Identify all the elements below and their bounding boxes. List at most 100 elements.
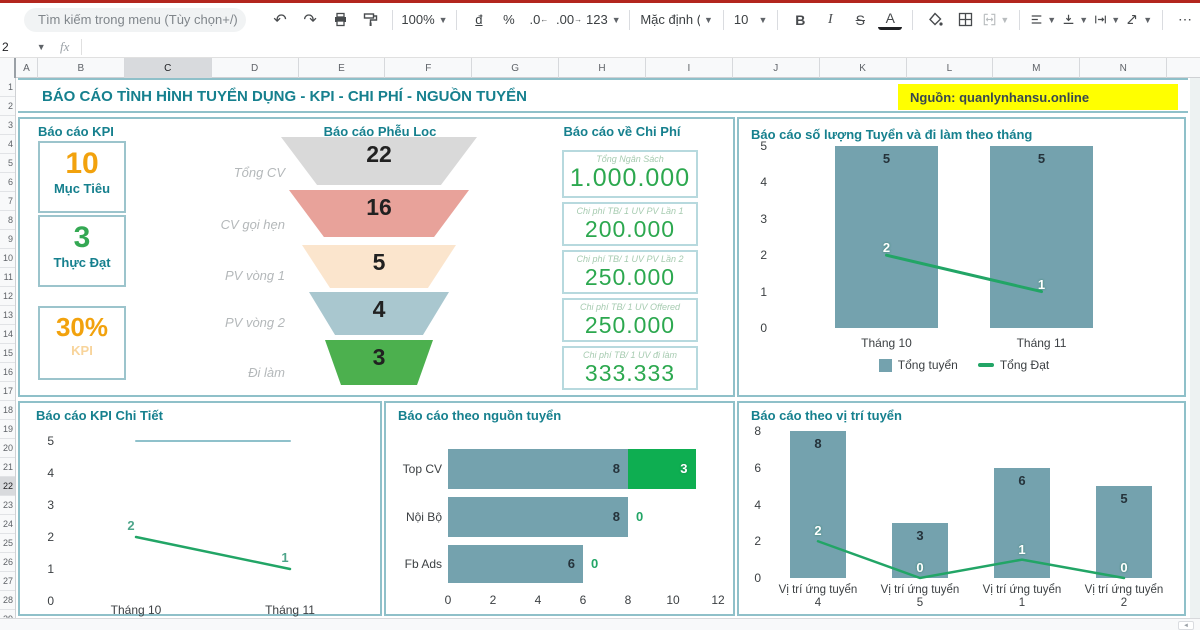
kpi-card: 30%KPI: [38, 306, 126, 380]
row-header-10[interactable]: 10: [0, 249, 15, 268]
row-header-5[interactable]: 5: [0, 154, 15, 173]
dashboard-title-band: BÁO CÁO TÌNH HÌNH TUYỂN DỤNG - KPI - CHI…: [18, 78, 1188, 113]
cost-card: Tổng Ngân Sách1.000.000: [562, 150, 698, 198]
format-currency-button[interactable]: đ: [467, 8, 491, 32]
cost-value: 333.333: [564, 360, 696, 387]
merge-cells-icon[interactable]: ▼: [983, 8, 1009, 32]
row-header-14[interactable]: 14: [0, 325, 15, 344]
column-header-F[interactable]: F: [385, 58, 472, 78]
bold-button[interactable]: B: [788, 8, 812, 32]
row-header-28[interactable]: 28: [0, 591, 15, 610]
row-header-20[interactable]: 20: [0, 439, 15, 458]
text-color-button[interactable]: A: [878, 10, 902, 30]
x-tick: 8: [616, 593, 640, 607]
point-label: 1: [265, 550, 305, 565]
formula-bar: 2▼ fx: [0, 36, 1200, 58]
fill-color-icon[interactable]: [923, 8, 947, 32]
chart-kpi-detail[interactable]: Báo cáo KPI Chi Tiết54321021Tháng 10Thán…: [18, 401, 382, 616]
funnel-step-label: PV vòng 2: [180, 315, 285, 330]
x-category-label: Tháng 10: [86, 603, 186, 617]
strikethrough-button[interactable]: S: [848, 8, 872, 32]
panel-kpi-funnel-cost[interactable]: Báo cáo KPI10Mục Tiêu3Thực Đạt30%KPIBáo …: [18, 117, 735, 397]
row-header-7[interactable]: 7: [0, 192, 15, 211]
row-header-23[interactable]: 23: [0, 496, 15, 515]
name-box[interactable]: 2▼: [0, 40, 46, 54]
row-header-3[interactable]: 3: [0, 116, 15, 135]
text-rotation-icon[interactable]: ▼: [1126, 8, 1152, 32]
horizontal-align-icon[interactable]: ▼: [1030, 8, 1056, 32]
font-family-select[interactable]: Mặc định (...▼: [640, 8, 713, 32]
decrease-decimal-button[interactable]: .0←: [527, 8, 551, 32]
number-format-menu[interactable]: 123▼: [587, 8, 619, 32]
column-header-A[interactable]: A: [16, 58, 38, 78]
chart-by-position[interactable]: Báo cáo theo vị trí tuyển8642083652010Vị…: [737, 401, 1186, 616]
row-header-4[interactable]: 4: [0, 135, 15, 154]
paint-format-icon[interactable]: [358, 8, 382, 32]
print-icon[interactable]: [328, 8, 352, 32]
fx-label: fx: [60, 39, 82, 55]
column-header-D[interactable]: D: [212, 58, 299, 78]
column-header-H[interactable]: H: [559, 58, 646, 78]
row-header-18[interactable]: 18: [0, 401, 15, 420]
row-header-1[interactable]: 1: [0, 78, 15, 97]
column-header-J[interactable]: J: [733, 58, 820, 78]
more-options-button[interactable]: ⋯: [1173, 8, 1197, 32]
column-header-B[interactable]: B: [38, 58, 125, 78]
select-all-corner[interactable]: [0, 58, 16, 78]
row-header-24[interactable]: 24: [0, 515, 15, 534]
menu-search-input[interactable]: Tìm kiếm trong menu (Tùy chọn+/): [24, 8, 246, 32]
funnel-title: Báo cáo Phễu Lọc: [300, 124, 460, 139]
scroll-arrow-icon[interactable]: ◄: [1178, 621, 1194, 630]
row-header-21[interactable]: 21: [0, 458, 15, 477]
text-wrap-icon[interactable]: ▼: [1094, 8, 1120, 32]
x-category-line2: 5: [865, 597, 975, 610]
row-header-15[interactable]: 15: [0, 344, 15, 363]
column-header-extra[interactable]: [1167, 58, 1200, 78]
line-series: [739, 403, 1184, 614]
x-category-line2: 4: [763, 597, 873, 610]
dashboard-title: BÁO CÁO TÌNH HÌNH TUYỂN DỤNG - KPI - CHI…: [42, 88, 527, 105]
undo-icon[interactable]: ↶: [268, 8, 292, 32]
row-header-26[interactable]: 26: [0, 553, 15, 572]
column-header-G[interactable]: G: [472, 58, 559, 78]
row-header-12[interactable]: 12: [0, 287, 15, 306]
row-header-2[interactable]: 2: [0, 97, 15, 116]
row-header-11[interactable]: 11: [0, 268, 15, 287]
row-header-29[interactable]: 29: [0, 610, 15, 618]
column-header-C[interactable]: C: [125, 58, 212, 78]
column-header-I[interactable]: I: [646, 58, 733, 78]
line-value-label: 1: [1002, 542, 1042, 557]
format-percent-button[interactable]: %: [497, 8, 521, 32]
row-header-16[interactable]: 16: [0, 363, 15, 382]
vertical-align-icon[interactable]: ▼: [1062, 8, 1088, 32]
column-headers: ABCDEFGHIJKLMN: [0, 58, 1200, 78]
bar-value-label: 8: [596, 461, 620, 476]
row-header-9[interactable]: 9: [0, 230, 15, 249]
redo-icon[interactable]: ↷: [298, 8, 322, 32]
chart-monthly-hire[interactable]: Báo cáo số lượng Tuyển và đi làm theo th…: [737, 117, 1186, 397]
chart-by-source[interactable]: Báo cáo theo nguồn tuyểnTop CV83Nội Bộ80…: [384, 401, 735, 616]
zoom-select[interactable]: 100%▼: [403, 8, 446, 32]
column-header-E[interactable]: E: [299, 58, 386, 78]
row-header-13[interactable]: 13: [0, 306, 15, 325]
row-header-19[interactable]: 19: [0, 420, 15, 439]
italic-button[interactable]: I: [818, 8, 842, 32]
column-header-K[interactable]: K: [820, 58, 907, 78]
horizontal-scrollbar[interactable]: ◄: [0, 618, 1200, 630]
row-header-6[interactable]: 6: [0, 173, 15, 192]
row-header-22[interactable]: 22: [0, 477, 15, 496]
row-header-27[interactable]: 27: [0, 572, 15, 591]
column-header-L[interactable]: L: [907, 58, 994, 78]
column-header-M[interactable]: M: [993, 58, 1080, 78]
row-header-25[interactable]: 25: [0, 534, 15, 553]
column-header-N[interactable]: N: [1080, 58, 1167, 78]
row-header-17[interactable]: 17: [0, 382, 15, 401]
borders-icon[interactable]: [953, 8, 977, 32]
cost-value: 1.000.000: [564, 164, 696, 193]
row-header-8[interactable]: 8: [0, 211, 15, 230]
x-category-label: Vị trí ứng tuyển5: [865, 584, 975, 610]
toolbar: Tìm kiếm trong menu (Tùy chọn+/) ↶ ↷ 100…: [0, 3, 1200, 36]
font-size-select[interactable]: 10▼: [734, 8, 768, 32]
x-category-line1: Vị trí ứng tuyển: [865, 584, 975, 597]
increase-decimal-button[interactable]: .00→: [557, 8, 581, 32]
